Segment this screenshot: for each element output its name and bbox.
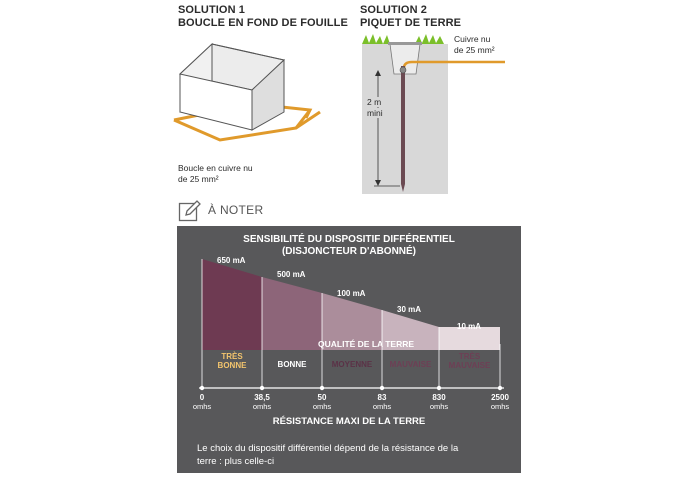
solution2-title-line2: PIQUET DE TERRE — [360, 17, 462, 29]
edit-note-icon — [178, 200, 201, 222]
tick-label: 830 — [432, 393, 446, 402]
solution1-title-line2: BOUCLE EN FOND DE FOUILLE — [178, 17, 348, 29]
copper-loop-front — [173, 109, 312, 142]
tick-label: 83 — [377, 393, 387, 402]
tick-unit: omhs — [429, 402, 449, 411]
tick-label: 2500 — [491, 393, 509, 402]
solution2-title-line1: SOLUTION 2 — [360, 4, 428, 16]
segment-very-bad — [439, 327, 500, 350]
quality-label: TRÈS MAUVAISE — [448, 352, 491, 370]
quality-label: TRÈS BONNE — [217, 352, 247, 370]
sensitivity-label: 30 mA — [397, 305, 422, 314]
segment-medium — [322, 293, 382, 350]
sensitivity-label: 10 mA — [457, 322, 482, 331]
solution1-label-line2: de 25 mm² — [178, 174, 219, 184]
solution2-cable-line2: de 25 mm² — [454, 45, 495, 55]
footnote-line1: Le choix du dispositif différentiel dépe… — [197, 443, 459, 454]
tick-label: 50 — [317, 393, 327, 402]
sensitivity-label: 650 mA — [217, 256, 246, 265]
tick-unit: omhs — [252, 402, 272, 411]
panel-title-line1: SENSIBILITÉ DU DISPOSITIF DIFFÉRENTIEL — [243, 234, 455, 245]
segment-bad — [382, 310, 439, 350]
solution2-cable-line1: Cuivre nu — [454, 34, 491, 44]
segment-very-good — [202, 259, 262, 350]
house-side-wall — [251, 58, 285, 131]
quality-label: MOYENNE — [331, 360, 373, 369]
sensitivity-label: 500 mA — [277, 270, 306, 279]
grass-left — [362, 34, 390, 44]
quality-title: QUALITÉ DE LA TERRE — [318, 339, 415, 349]
quality-label: BONNE — [277, 360, 307, 369]
segment-good — [262, 277, 322, 350]
panel-title-line2: (DISJONCTEUR D'ABONNÉ) — [281, 246, 417, 257]
quality-label: MAUVAISE — [389, 360, 432, 369]
ground-rod-illustration — [362, 34, 505, 194]
house-loop-illustration — [173, 42, 321, 142]
depth-label-line1: 2 m — [367, 97, 382, 107]
axis-title: RÉSISTANCE MAXI DE LA TERRE — [272, 416, 426, 427]
sensitivity-panel: SENSIBILITÉ DU DISPOSITIF DIFFÉRENTIEL (… — [177, 226, 521, 473]
tick-unit: omhs — [312, 402, 332, 411]
sensitivity-chart — [199, 259, 504, 391]
pit-cover — [388, 42, 422, 45]
tick-unit: omhs — [490, 402, 510, 411]
sensitivity-label: 100 mA — [337, 289, 366, 298]
note-heading: À NOTER — [208, 203, 264, 217]
footnote-line2: terre : plus celle-ci — [197, 456, 275, 467]
ground-rod — [401, 66, 405, 184]
solution1-label-line1: Boucle en cuivre nu — [178, 163, 253, 173]
tick-label: 38,5 — [254, 393, 270, 402]
tick-unit: omhs — [192, 402, 212, 411]
tick-label: 0 — [199, 393, 205, 402]
tick-unit: omhs — [372, 402, 392, 411]
depth-label-line2: mini — [367, 108, 383, 118]
solution1-title-line1: SOLUTION 1 — [178, 4, 246, 16]
